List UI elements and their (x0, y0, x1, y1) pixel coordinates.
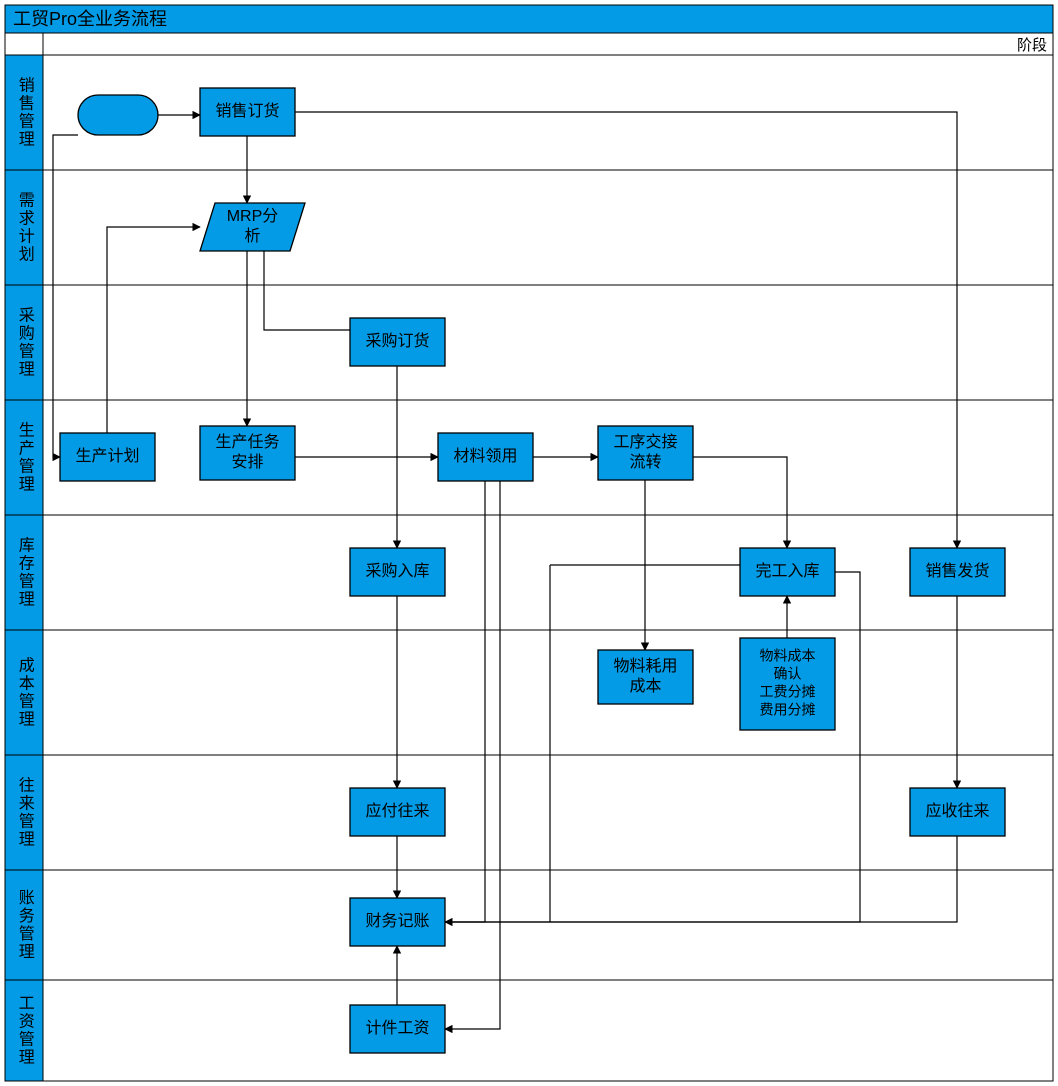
node-label: 安排 (231, 453, 263, 471)
diagram-title: 工贸Pro全业务流程 (13, 9, 167, 29)
node-label: 应收往来 (925, 801, 989, 820)
node-label: 物料耗用 (613, 657, 677, 675)
node-label: 采购订货 (365, 332, 429, 350)
node-label: 应付往来 (365, 801, 429, 820)
node-label: 确认 (774, 666, 802, 682)
node-label: 工序交接 (613, 433, 677, 451)
node-prodplan: 生产计划 (60, 433, 155, 481)
lane-label-l6: 成本管理 (16, 657, 35, 729)
phase-bar (43, 33, 1053, 55)
lane-label-l3: 采购管理 (16, 307, 35, 379)
node-label: 材料领用 (453, 447, 517, 465)
node-label: MRP分 (227, 207, 279, 225)
node-label: 生产计划 (75, 447, 139, 465)
node-sales: 销售订货 (200, 88, 295, 136)
node-label: 财务记账 (365, 912, 429, 930)
node-label: 析 (244, 227, 260, 245)
node-process: 工序交接流转 (598, 426, 693, 480)
lane-label-l7: 往来管理 (16, 777, 35, 849)
node-salesout: 销售发货 (910, 548, 1005, 596)
node-label: 流转 (629, 453, 661, 471)
node-wage: 计件工资 (350, 1005, 445, 1053)
node-costalloc: 物料成本确认工费分摊费用分摊 (740, 638, 835, 730)
node-label: 生产任务 (215, 433, 279, 451)
node-matcost: 物料耗用成本 (598, 650, 693, 704)
lane-label-l5: 库存管理 (16, 537, 35, 609)
node-prodtask: 生产任务安排 (200, 426, 295, 480)
node-label: 费用分摊 (760, 702, 816, 718)
node-account: 财务记账 (350, 898, 445, 946)
lane-label-l9: 工资管理 (16, 995, 35, 1067)
node-label: 采购入库 (365, 562, 429, 580)
node-label: 销售订货 (215, 102, 279, 120)
phase-corner (5, 33, 43, 55)
lane-label-l2: 需求计划 (16, 192, 35, 264)
node-label: 成本 (629, 677, 661, 695)
lane-label-l1: 销售管理 (16, 77, 35, 149)
node-mrp: MRP分析 (200, 203, 305, 251)
phase-label: 阶段 (1017, 37, 1047, 54)
node-start (78, 95, 158, 135)
node-material: 材料领用 (438, 433, 533, 481)
node-purchin: 采购入库 (350, 548, 445, 596)
node-label: 完工入库 (755, 562, 819, 580)
node-purchase: 采购订货 (350, 318, 445, 366)
lane-label-l4: 生产管理 (16, 422, 35, 494)
node-label: 计件工资 (365, 1019, 429, 1037)
flowchart-canvas: 工贸Pro全业务流程阶段销售管理需求计划采购管理生产管理库存管理成本管理往来管理… (0, 0, 1058, 1086)
node-label: 物料成本 (760, 648, 816, 664)
node-label: 工费分摊 (760, 684, 816, 700)
node-receivable: 应收往来 (910, 788, 1005, 836)
node-payable: 应付往来 (350, 788, 445, 836)
lane-label-l8: 账务管理 (16, 889, 35, 961)
content-area (43, 55, 1053, 1081)
node-label: 销售发货 (925, 562, 989, 580)
node-finished: 完工入库 (740, 548, 835, 596)
